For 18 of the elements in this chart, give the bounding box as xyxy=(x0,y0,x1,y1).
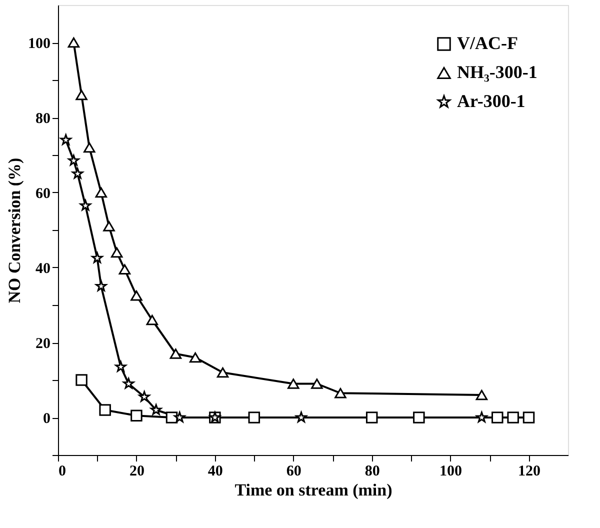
x-tick-label: 0 xyxy=(58,464,66,480)
x-tick-label: 20 xyxy=(129,464,144,480)
y-axis-title: NO Conversion (%) xyxy=(5,158,24,304)
y-tick-label: 20 xyxy=(36,336,50,352)
x-axis-title: Time on stream (min) xyxy=(234,480,392,500)
y-tick-label: 100 xyxy=(28,36,50,52)
x-tick-label: 120 xyxy=(518,464,541,480)
y-tick-label: 60 xyxy=(36,186,50,202)
x-tick-label: 100 xyxy=(440,464,462,480)
x-tick-label: 40 xyxy=(208,464,223,480)
y-tick-label: 40 xyxy=(36,261,50,277)
legend-label: NH₃-300-1 xyxy=(457,62,538,82)
y-tick-label: 80 xyxy=(36,111,50,127)
legend-label: V/AC-F xyxy=(457,33,518,53)
y-tick-label: 0 xyxy=(43,411,50,427)
x-tick-label: 60 xyxy=(286,464,302,480)
legend-label: Ar-300-1 xyxy=(457,91,526,111)
x-tick-label: 80 xyxy=(364,464,380,480)
